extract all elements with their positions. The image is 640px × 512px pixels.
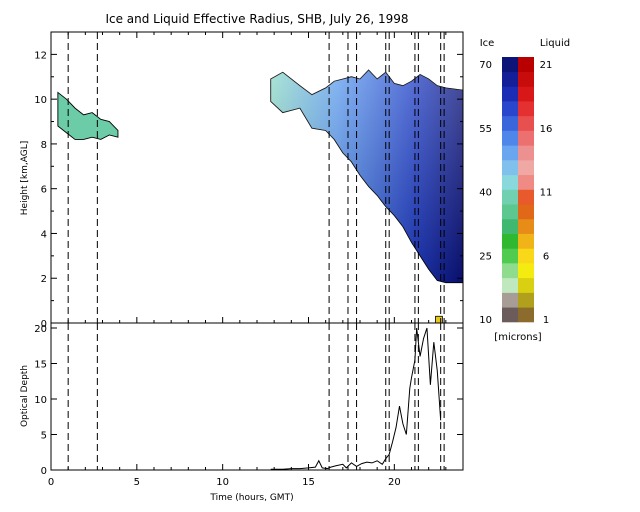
heatmap-y-axis-label: Height [km,AGL] (20, 141, 30, 215)
colorbar-liquid-swatch (518, 174, 534, 190)
colorbar-liquid-swatch (518, 263, 534, 279)
ice-cloud-region-early (57, 91, 119, 140)
optical-depth-line (270, 327, 442, 470)
optical-depth-panel: 0 5 10 15 20 0 5 10 15 20 Optical Depth Time (ho… (20, 322, 464, 503)
x-tick-label: 10 (216, 477, 229, 488)
optical-depth-y-axis-label: Optical Depth (20, 365, 30, 427)
colorbar-ice-swatch (502, 292, 518, 308)
colorbar-ice-swatch (502, 277, 518, 293)
colorbar-ice-tick-label: 10 (479, 315, 492, 326)
colorbar-ice-swatch (502, 307, 518, 323)
colorbar-liquid-swatch (518, 233, 534, 249)
optical-depth-y-tick-label: 20 (34, 324, 47, 335)
heatmap-y-tick-label: 0 (41, 319, 47, 330)
x-tick-label: 0 (48, 477, 54, 488)
colorbar-liquid-label: Liquid (540, 38, 570, 49)
heatmap-y-tick-label: 6 (41, 185, 47, 196)
colorbar-liquid-swatch (518, 204, 534, 220)
heatmap-y-tick-label: 10 (34, 95, 47, 106)
colorbar-ice-swatch (502, 160, 518, 176)
colorbar-ice-tick-label: 40 (479, 188, 492, 199)
x-axis-label: Time (hours, GMT) (209, 493, 293, 503)
colorbar-ice-swatch (502, 248, 518, 264)
optical-depth-y-tick-label: 0 (41, 466, 47, 477)
colorbar-liquid-tick-label: 21 (540, 60, 553, 71)
x-tick-label: 5 (134, 477, 140, 488)
radius-heatmap-panel: 0 2 4 6 8 10 12 Height [km,AGL] (20, 31, 464, 330)
colorbar-ice-swatch (502, 174, 518, 190)
colorbar-liquid-tick-label: 16 (540, 124, 553, 135)
colorbar-liquid-swatch (518, 307, 534, 323)
colorbar-liquid-tick-label: 11 (540, 188, 553, 199)
heatmap-y-tick-label: 4 (41, 229, 47, 240)
colorbar-ice-swatch (502, 71, 518, 87)
chart-title: Ice and Liquid Effective Radius, SHB, Ju… (105, 12, 408, 26)
colorbar-liquid-swatch (518, 115, 534, 131)
colorbar-ice-swatch (502, 115, 518, 131)
colorbar-ice-label: Ice (480, 38, 495, 49)
colorbar-units: [microns] (494, 332, 541, 343)
colorbar-liquid-tick-label: 1 (543, 315, 549, 326)
colorbar-liquid-swatch (518, 145, 534, 161)
colorbar-ice-swatch (502, 189, 518, 205)
colorbar-ice-swatch (502, 86, 518, 102)
colorbar-ice-swatch (502, 101, 518, 117)
colorbar-liquid-swatch (518, 130, 534, 146)
colorbar-ice-tick-label: 70 (479, 60, 492, 71)
colorbar-liquid-swatch (518, 71, 534, 87)
colorbar-ice-swatch (502, 233, 518, 249)
colorbar-liquid-swatch (518, 218, 534, 234)
heatmap-y-tick-label: 8 (41, 140, 47, 151)
colorbar-liquid-swatch (518, 57, 534, 73)
x-tick-label: 20 (388, 477, 401, 488)
colorbar-ice-tick-label: 25 (479, 251, 492, 262)
colorbar-ice-swatch (502, 218, 518, 234)
x-tick-label: 15 (302, 477, 315, 488)
colorbar-ice-swatch (502, 57, 518, 73)
colorbar-liquid-tick-label: 6 (543, 251, 549, 262)
colorbar-liquid-swatch (518, 277, 534, 293)
heatmap-y-tick-label: 2 (41, 274, 47, 285)
colorbar-liquid-swatch (518, 86, 534, 102)
optical-depth-y-tick-label: 15 (34, 360, 47, 371)
ice-cloud-shading (270, 70, 463, 283)
colorbar-liquid-swatch (518, 160, 534, 176)
optical-depth-y-tick-label: 5 (41, 431, 47, 442)
colorbar-liquid-swatch (518, 101, 534, 117)
heatmap-y-tick-label: 12 (34, 50, 47, 61)
colorbar-liquid-swatch (518, 248, 534, 264)
optical-depth-y-tick-label: 10 (34, 395, 47, 406)
colorbar-ice-swatch (502, 204, 518, 220)
colorbar-ice-swatch (502, 263, 518, 279)
colorbar-liquid-swatch (518, 292, 534, 308)
colorbar-ice-swatch (502, 130, 518, 146)
liquid-cloud-region (435, 315, 443, 323)
colorbar-liquid-swatch (518, 189, 534, 205)
colorbar-ice-tick-label: 55 (479, 124, 492, 135)
optical-depth-plot-frame (50, 322, 464, 471)
colorbar-ice-swatch (502, 145, 518, 161)
